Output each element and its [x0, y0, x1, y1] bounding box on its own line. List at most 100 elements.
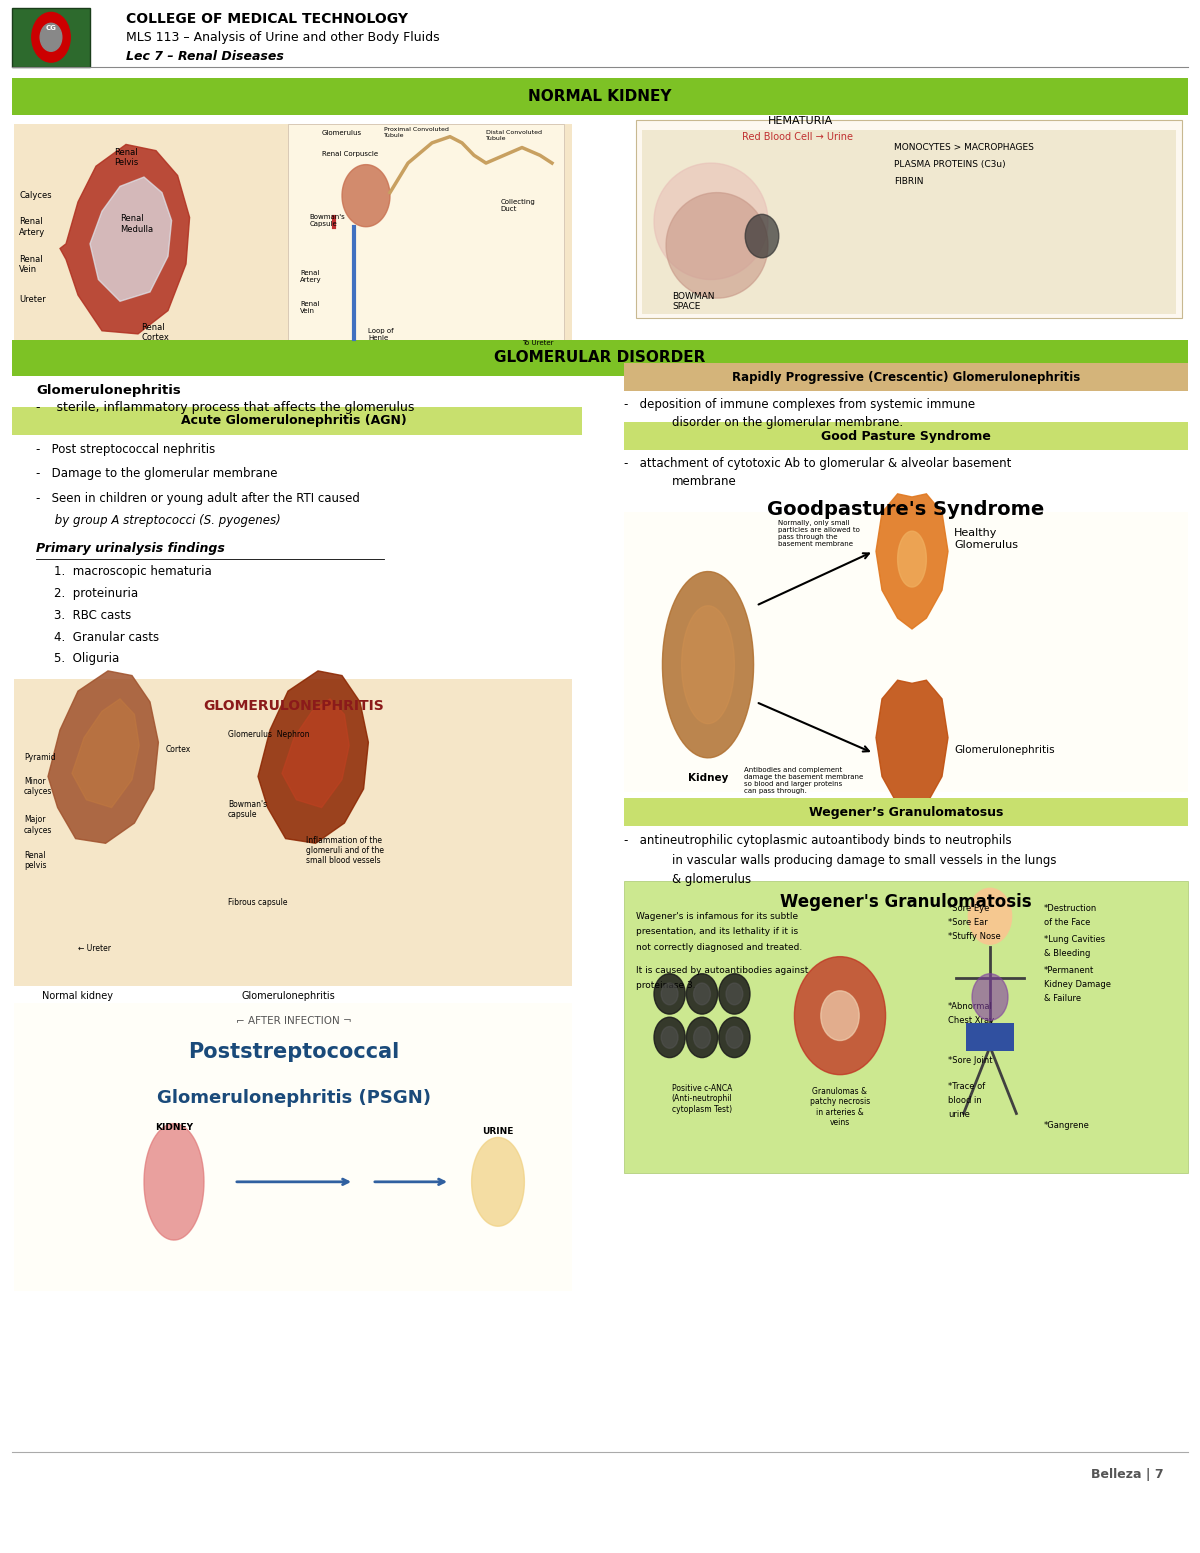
Polygon shape: [876, 680, 948, 815]
Text: GLOMERULAR DISORDER: GLOMERULAR DISORDER: [494, 349, 706, 365]
Text: by group A streptococci (S. pyogenes): by group A streptococci (S. pyogenes): [36, 514, 281, 526]
Text: COLLEGE OF MEDICAL TECHNOLOGY: COLLEGE OF MEDICAL TECHNOLOGY: [126, 12, 408, 26]
Circle shape: [968, 888, 1012, 944]
Text: *Sore Ear: *Sore Ear: [948, 918, 988, 927]
Text: *Destruction: *Destruction: [1044, 904, 1097, 913]
FancyBboxPatch shape: [624, 798, 1188, 826]
FancyBboxPatch shape: [624, 881, 1188, 1173]
Circle shape: [41, 23, 62, 51]
Text: *Stuffy Nose: *Stuffy Nose: [948, 932, 1001, 941]
FancyBboxPatch shape: [624, 512, 1188, 792]
Polygon shape: [90, 177, 172, 301]
Circle shape: [794, 957, 886, 1075]
Polygon shape: [282, 699, 349, 808]
Text: *Trace of: *Trace of: [948, 1082, 985, 1092]
Text: Glomerulonephritis: Glomerulonephritis: [241, 991, 335, 1000]
Text: Bowman's
Capsule: Bowman's Capsule: [310, 214, 346, 227]
Circle shape: [972, 974, 1008, 1020]
Polygon shape: [654, 163, 768, 280]
Circle shape: [726, 983, 743, 1005]
Text: not correctly diagnosed and treated.: not correctly diagnosed and treated.: [636, 943, 803, 952]
Text: Renal
Medulla: Renal Medulla: [120, 214, 154, 233]
Text: *Lung Cavities: *Lung Cavities: [1044, 935, 1105, 944]
Text: & glomerulus: & glomerulus: [672, 873, 751, 885]
Text: Renal
Pelvis: Renal Pelvis: [114, 148, 138, 166]
Text: Renal
Artery: Renal Artery: [19, 217, 46, 236]
Circle shape: [686, 1017, 718, 1058]
Text: -    sterile, inflammatory process that affects the glomerulus: - sterile, inflammatory process that aff…: [36, 401, 414, 413]
Polygon shape: [342, 165, 390, 227]
Text: *Gangrene: *Gangrene: [1044, 1121, 1090, 1131]
Polygon shape: [48, 671, 158, 843]
FancyBboxPatch shape: [624, 422, 1188, 450]
FancyBboxPatch shape: [12, 78, 1188, 115]
Text: Wagener's is infamous for its subtle: Wagener's is infamous for its subtle: [636, 912, 798, 921]
Text: KIDNEY: KIDNEY: [155, 1123, 193, 1132]
Text: Calyces: Calyces: [19, 191, 52, 200]
Text: Inflammation of the
glomeruli and of the
small blood vessels: Inflammation of the glomeruli and of the…: [306, 836, 384, 865]
Text: 3.  RBC casts: 3. RBC casts: [54, 609, 131, 621]
Text: Glomerulonephritis: Glomerulonephritis: [36, 384, 181, 396]
Polygon shape: [258, 671, 368, 843]
Text: Wegener’s Granulomatosus: Wegener’s Granulomatosus: [809, 806, 1003, 818]
Circle shape: [694, 983, 710, 1005]
Text: in vascular walls producing damage to small vessels in the lungs: in vascular walls producing damage to sm…: [672, 854, 1056, 867]
Text: *Sore Eye: *Sore Eye: [948, 904, 989, 913]
Polygon shape: [898, 531, 926, 587]
Polygon shape: [472, 1137, 524, 1227]
Text: Chest Xray: Chest Xray: [948, 1016, 994, 1025]
Circle shape: [661, 1027, 678, 1048]
Text: 1.  macroscopic hematuria: 1. macroscopic hematuria: [54, 565, 211, 578]
Text: It is caused by autoantibodies against: It is caused by autoantibodies against: [636, 966, 809, 975]
FancyBboxPatch shape: [14, 1003, 572, 1291]
Text: PLASMA PROTEINS (C3u): PLASMA PROTEINS (C3u): [894, 160, 1006, 169]
Text: Rapidly Progressive (Crescentic) Glomerulonephritis: Rapidly Progressive (Crescentic) Glomeru…: [732, 371, 1080, 384]
Circle shape: [654, 974, 685, 1014]
Text: & Bleeding: & Bleeding: [1044, 949, 1091, 958]
Polygon shape: [72, 699, 139, 808]
Text: -   Damage to the glomerular membrane: - Damage to the glomerular membrane: [36, 467, 277, 480]
Text: Kidney: Kidney: [688, 773, 728, 783]
Text: disorder on the glomerular membrane.: disorder on the glomerular membrane.: [672, 416, 904, 429]
Text: Loop of
Henle: Loop of Henle: [368, 328, 394, 340]
Text: ← Ureter: ← Ureter: [78, 944, 112, 954]
Text: Distal Convoluted
Tubule: Distal Convoluted Tubule: [486, 130, 542, 141]
Polygon shape: [144, 1124, 204, 1239]
FancyBboxPatch shape: [642, 130, 1176, 314]
Text: BOWMAN
SPACE: BOWMAN SPACE: [672, 292, 714, 311]
Text: urine: urine: [948, 1110, 970, 1120]
Text: Positive c-ANCA
(Anti-neutrophil
cytoplasm Test): Positive c-ANCA (Anti-neutrophil cytopla…: [672, 1084, 732, 1114]
Text: -   attachment of cytotoxic Ab to glomerular & alveolar basement: - attachment of cytotoxic Ab to glomerul…: [624, 457, 1012, 469]
Text: ⌐ AFTER INFECTION ¬: ⌐ AFTER INFECTION ¬: [236, 1016, 352, 1025]
Text: *Permanent: *Permanent: [1044, 966, 1094, 975]
Text: Fibrous capsule: Fibrous capsule: [228, 898, 288, 907]
Text: Renal
Cortex: Renal Cortex: [142, 323, 169, 342]
Text: Antibodies and complement
damage the basement membrane
so blood and larger prote: Antibodies and complement damage the bas…: [744, 767, 863, 794]
Polygon shape: [876, 494, 948, 629]
FancyBboxPatch shape: [966, 1023, 1014, 1051]
Circle shape: [745, 214, 779, 258]
FancyBboxPatch shape: [12, 407, 582, 435]
Text: *Sore Joint: *Sore Joint: [948, 1056, 992, 1065]
Text: Renal
Vein: Renal Vein: [300, 301, 319, 314]
Text: Renal
pelvis: Renal pelvis: [24, 851, 47, 870]
Text: *Abnormal: *Abnormal: [948, 1002, 992, 1011]
FancyBboxPatch shape: [14, 124, 572, 342]
Text: Red Blood Cell → Urine: Red Blood Cell → Urine: [742, 132, 852, 141]
Text: Pyramid: Pyramid: [24, 753, 55, 763]
Text: 2.  proteinuria: 2. proteinuria: [54, 587, 138, 599]
FancyBboxPatch shape: [636, 120, 1182, 318]
Text: Ureter: Ureter: [19, 295, 46, 304]
Text: Renal
Vein: Renal Vein: [19, 255, 43, 273]
Text: Granulomas &
patchy necrosis
in arteries &
veins: Granulomas & patchy necrosis in arteries…: [810, 1087, 870, 1127]
FancyBboxPatch shape: [14, 679, 572, 986]
Polygon shape: [662, 572, 754, 758]
Text: Proximal Convoluted
Tubule: Proximal Convoluted Tubule: [384, 127, 449, 138]
Text: 4.  Granular casts: 4. Granular casts: [54, 631, 160, 643]
Polygon shape: [682, 606, 734, 724]
Text: Minor
calyces: Minor calyces: [24, 776, 53, 795]
Text: of the Face: of the Face: [1044, 918, 1091, 927]
Text: MLS 113 – Analysis of Urine and other Body Fluids: MLS 113 – Analysis of Urine and other Bo…: [126, 31, 439, 43]
Text: Wegener's Granulomatosis: Wegener's Granulomatosis: [780, 893, 1032, 912]
Text: To Ureter: To Ureter: [522, 340, 553, 346]
